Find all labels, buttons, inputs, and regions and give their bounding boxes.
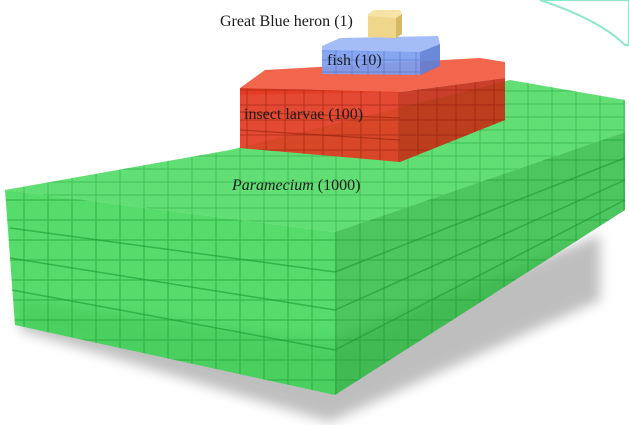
secondary-consumer-layer xyxy=(322,36,440,75)
tertiary-consumer-cube xyxy=(368,10,402,38)
primary-consumer-layer xyxy=(239,58,505,162)
fish-level-label: fish (10) xyxy=(327,52,382,69)
leaf-outline-decoration xyxy=(539,0,629,46)
heron-level-label: Great Blue heron (1) xyxy=(220,13,353,30)
insect-larvae-level-label: insect larvae (100) xyxy=(244,106,363,123)
paramecium-level-label: Paramecium (1000) xyxy=(231,177,360,194)
